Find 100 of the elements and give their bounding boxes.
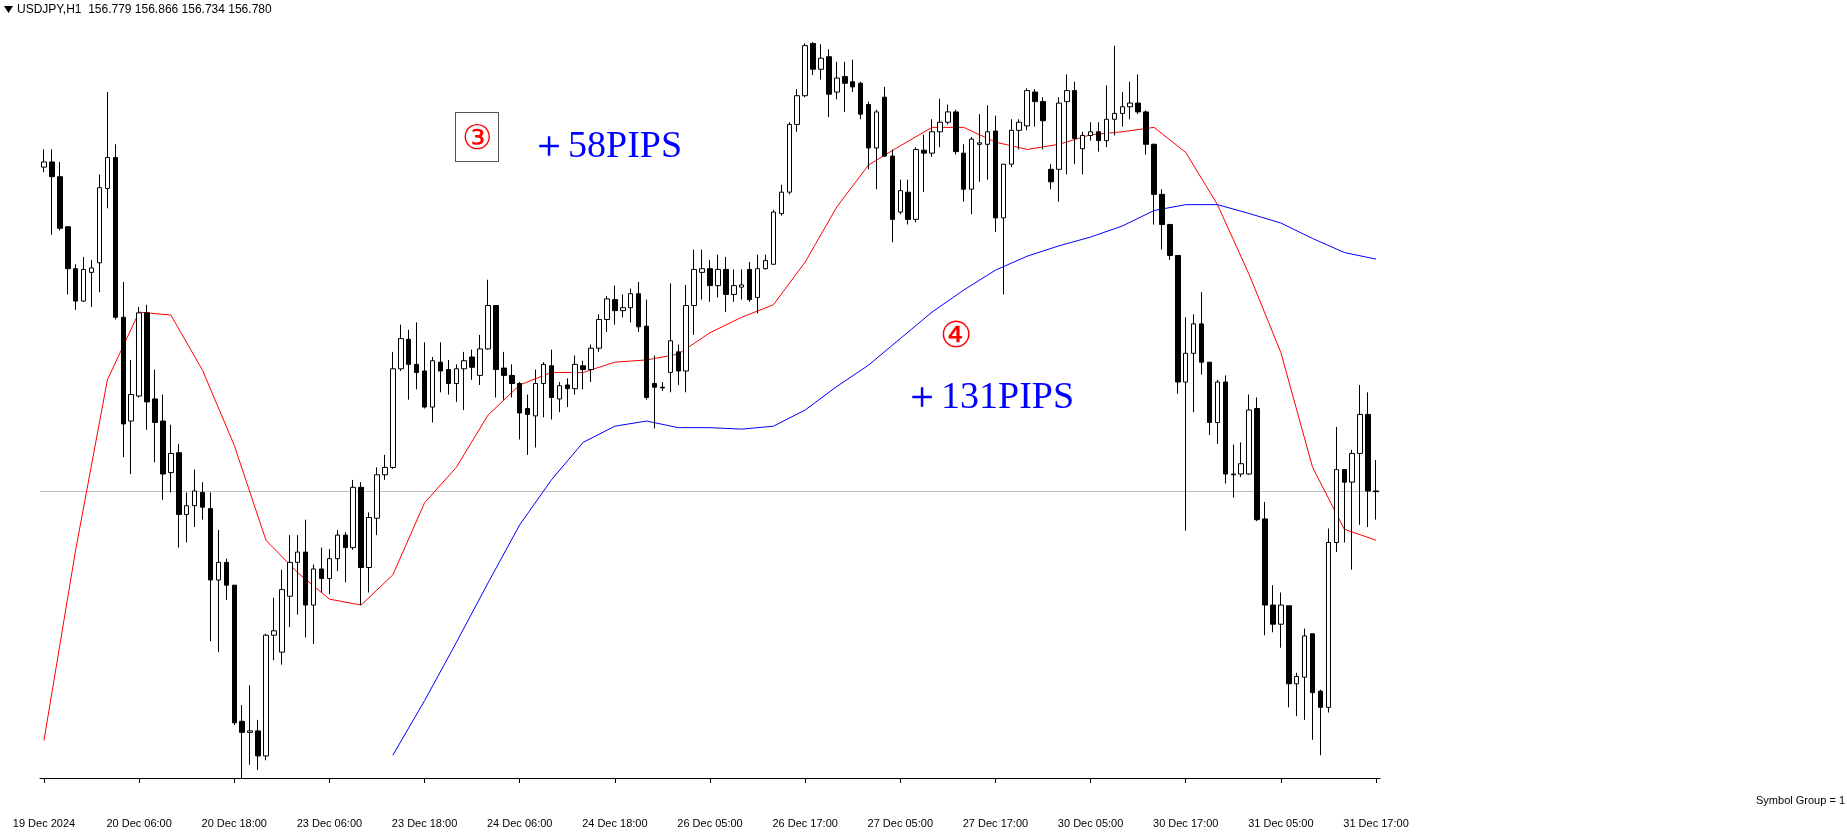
candlestick [255,719,261,771]
candlestick [192,469,197,528]
x-tick-label: 20 Dec 06:00 [106,816,172,829]
candlestick [327,548,332,595]
candlestick [414,321,419,390]
candlestick [898,179,903,215]
candlestick [763,254,768,270]
candlestick [969,136,974,215]
candlestick [271,597,277,661]
candlestick [580,360,586,390]
x-tick-label: 20 Dec 18:00 [201,816,267,829]
candlestick [438,341,443,393]
candlestick [97,173,102,293]
candlestick [985,104,990,181]
candlestick [136,306,142,398]
candlestick [1183,316,1188,532]
annotation: ＋131PIPS [903,373,1075,418]
candlestick [771,209,776,265]
candlestick [1009,118,1014,168]
candlestick [1246,394,1252,476]
annotation: ＋58PIPS [530,122,683,167]
candlestick [818,43,824,81]
x-tick-label: 26 Dec 17:00 [772,816,838,829]
candlestick [1175,254,1181,395]
candlestick [921,134,927,193]
candlestick [358,481,364,606]
candlestick [1048,163,1054,190]
candlestick [596,313,602,353]
x-tick-label: 26 Dec 05:00 [677,816,743,829]
candlestick [913,146,919,223]
candlestick [1024,87,1030,131]
candlestick [247,684,253,766]
candlestick [461,351,467,411]
candlestick [1001,163,1006,295]
candlestick [1326,528,1331,713]
candlestick [295,534,300,616]
candlestick [311,564,316,645]
candlestick [1207,361,1212,436]
candlestick [1270,584,1276,633]
candlestick [168,424,174,493]
annotation: ③ [455,112,500,162]
candlestick [493,304,499,398]
candlestick [1120,91,1125,128]
candlestick [128,359,134,475]
candlestick [890,148,895,243]
candlestick [1135,73,1141,115]
x-tick-label: 24 Dec 06:00 [486,816,553,829]
candlestick [406,329,411,401]
candlestick [707,259,713,303]
candlestick [343,531,348,583]
candlestick [121,281,126,458]
candlestick [715,254,721,298]
candlestick [65,226,71,295]
candlestick [810,41,816,76]
candlestick [977,113,982,183]
candlestick [160,394,166,501]
candlestick [390,351,396,470]
candlestick [1096,121,1101,153]
candlestick [430,356,435,424]
candlestick [1286,605,1292,708]
text: Symbol Group = 1 [1756,794,1845,806]
candlestick [572,355,578,396]
x-tick-label: 27 Dec 05:00 [867,816,934,829]
candlestick [1159,188,1165,251]
candlestick [541,361,546,418]
candlestick [993,115,998,233]
candlestick [1278,592,1284,649]
x-tick-label: 19 Dec 2024 [12,816,76,829]
candlestick [200,481,205,521]
candlestick [89,259,94,308]
candlestick [683,284,689,393]
candlestick [676,344,681,386]
candlestick [533,369,538,449]
candlestick [834,61,840,100]
candlestick [350,479,356,551]
candlestick [1151,143,1157,226]
candlestick [232,584,237,726]
candlestick [57,161,63,231]
candlestick [287,534,293,628]
candlestick [549,349,554,421]
candlestick [1318,689,1323,756]
candlestick [1088,121,1093,142]
candlestick [422,341,427,410]
candlestick [874,109,879,190]
x-tick-label: 31 Dec 17:00 [1343,816,1409,829]
candlestick [866,101,871,170]
candlestick [81,256,86,303]
candlestick [1199,291,1204,376]
candlestick [477,334,483,386]
candlestick [485,279,491,351]
candlestick [525,394,530,456]
candlestick [1223,374,1228,485]
candlestick [1231,444,1236,499]
candlestick [905,179,911,226]
candlestick [1072,81,1077,165]
candlestick [263,633,269,761]
candlestick [945,104,951,125]
candlestick [216,529,221,653]
candlestick [937,98,943,148]
candlestick [1064,73,1070,175]
